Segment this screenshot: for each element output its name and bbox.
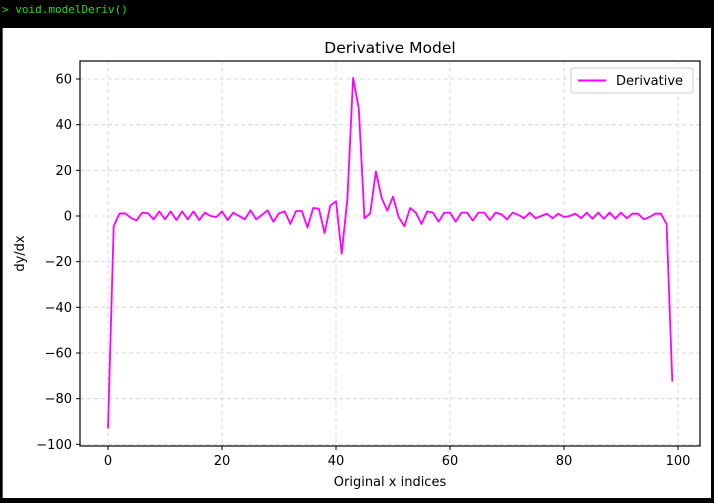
y-tick-label: 0 [64,210,72,225]
console-prompt: > [2,3,9,16]
legend-label: Derivative [616,74,683,89]
grid-lines [80,61,700,446]
y-tick-label: 20 [55,164,72,179]
x-tick-label: 60 [442,454,459,469]
y-axis-label: dy/dx [13,235,28,272]
y-tick-label: −100 [36,438,72,453]
axes-frame [79,60,701,447]
x-tick-label: 20 [214,454,231,469]
legend: Derivative [570,67,694,94]
legend-box [570,67,694,94]
x-tick-label: 40 [328,454,345,469]
y-tick-label: −60 [45,347,72,362]
derivative-chart: 0 20 40 60 80 100 −100 −80 −60 −40 −20 0 20 40 60 Deri… [13,39,701,490]
x-tick-label: 0 [104,454,112,469]
y-tick-label: −20 [45,255,72,270]
console-command-line: > void.modelDeriv() [2,3,128,17]
x-tick-label: 80 [556,454,573,469]
console-command: void.modelDeriv() [15,3,128,16]
y-tick-label: 40 [55,118,72,133]
axis-ticks: 0 20 40 60 80 100 −100 −80 −60 −40 −20 0 20 40 60 [36,73,690,470]
chart-title: Derivative Model [324,39,455,57]
derivative-series-line [107,77,674,429]
y-tick-label: −40 [45,301,72,316]
x-axis-label: Original x indices [334,475,447,490]
y-tick-label: −80 [45,392,72,407]
y-tick-label: 60 [55,73,72,88]
x-tick-label: 100 [666,454,691,469]
figure-canvas: 0 20 40 60 80 100 −100 −80 −60 −40 −20 0 20 40 60 Deri… [2,28,711,498]
derivative-line [107,77,674,429]
